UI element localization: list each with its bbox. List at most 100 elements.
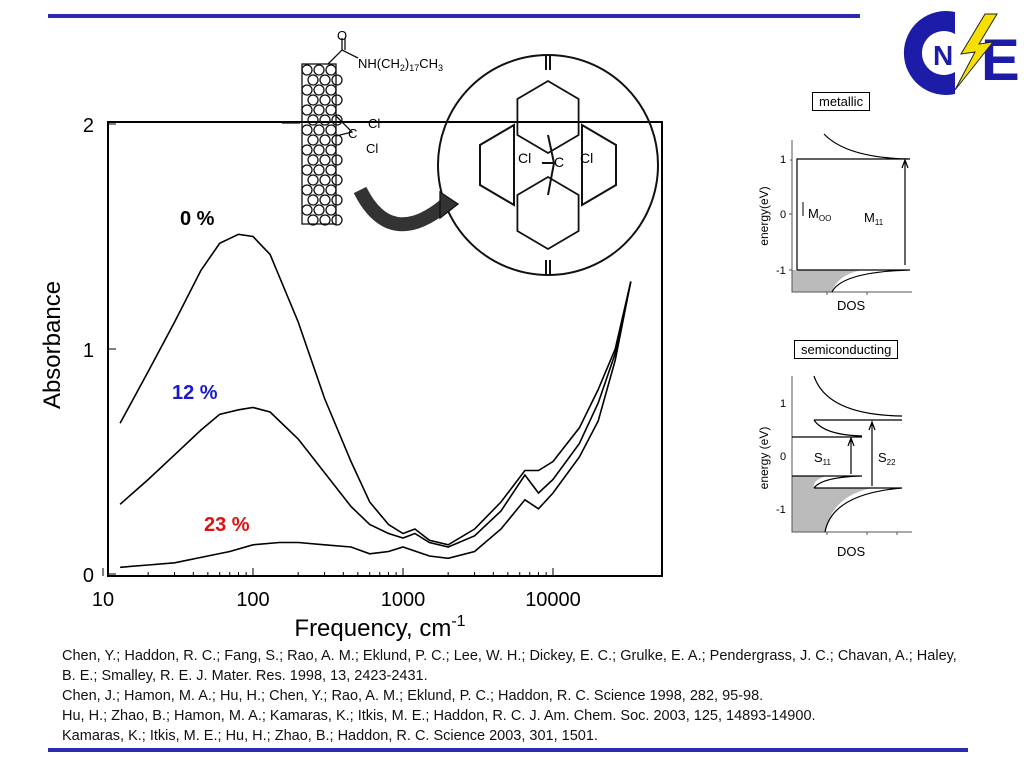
nanotube-hex [331,214,343,226]
series-line-0pct [119,233,632,546]
nanotube-hex [319,154,331,166]
nanotube-hex [301,164,313,176]
x-tick-label: 100 [236,589,269,611]
chlorine-label: Cl [518,150,531,166]
y-tick-label: 0 [83,565,94,587]
x-tick-label: 10 [92,589,114,611]
reference-item: Kamaras, K.; Itkis, M. E.; Hu, H.; Zhao,… [62,728,598,744]
nanotube-hex [313,204,325,216]
nanotube-hex [331,134,343,146]
nanotube-hex [325,104,337,116]
chlorine-label: Cl [368,116,380,131]
svg-text:DOS: DOS [837,544,866,559]
svg-text:-1: -1 [776,504,786,516]
nanotube-hex [313,144,325,156]
series-line-12pct [119,281,632,548]
nanotube-hex [307,134,319,146]
nanotube-hex [325,124,337,136]
nanotube-hex [331,194,343,206]
bottom-rule [48,748,968,752]
s22-label: S22 [878,450,896,467]
svg-text:-1: -1 [776,265,786,277]
s11-label: S11 [814,450,832,467]
nanotube-hex [319,194,331,206]
carbon-label: C [554,154,564,170]
nanotube-hex [331,94,343,106]
m11-label: M11 [864,210,884,227]
svg-text:1: 1 [780,398,786,410]
nanotube-hex [307,114,319,126]
svg-text:1: 1 [780,154,786,166]
nanotube-hex [313,184,325,196]
nanotube-hex [319,134,331,146]
nanotube-hex [319,214,331,226]
nanotube-hex [301,84,313,96]
nanotube-hex [301,64,313,76]
reference-item: Hu, H.; Zhao, B.; Hamon, M. A.; Kamaras,… [62,708,816,724]
nanotube-hex [313,164,325,176]
nanotube-hex [307,154,319,166]
nanotube-hex [307,194,319,206]
nanotube-hex [319,74,331,86]
svg-text:0: 0 [780,209,786,221]
reference-item: Chen, Y.; Haddon, R. C.; Fang, S.; Rao, … [62,648,957,684]
metallic-dos-diagram: 1 0 -1 MOO M11 energy(eV) DOS [757,133,912,310]
chlorine-label: Cl [366,141,378,156]
semiconducting-dos-diagram: 1 0 -1 S11 S22 energy (eV) DOS [757,375,912,559]
nanotube-hex [319,94,331,106]
nanotube-hex [325,64,337,76]
nanotube-hex [325,84,337,96]
nanotube-hex [307,214,319,226]
functionalized-nanotube-diagram: O NH(CH2)17CH3 C Cl Cl Cl C Cl [282,28,659,276]
top-rule [48,14,860,18]
nanotube-hex [301,184,313,196]
x-axis-label: Frequency, cm-1 [294,613,465,642]
nanotube-hex [301,104,313,116]
nanotube-hex [307,94,319,106]
semiconducting-title: semiconducting [794,340,899,359]
nanotube-hex [319,174,331,186]
svg-text:DOS: DOS [837,298,866,310]
svg-text:E: E [981,28,1020,93]
x-tick-label: 10000 [525,589,581,611]
nanotube-hex [325,164,337,176]
oxygen-label: O [337,28,347,43]
chlorine-label: Cl [580,150,593,166]
svg-text:energy(eV): energy(eV) [757,186,771,245]
label-0-percent: 0 % [180,208,215,230]
carbon-label: C [348,126,357,141]
nanotube-hex [307,174,319,186]
nanotube-hex [313,124,325,136]
x-tick-label: 1000 [381,589,426,611]
nanotube-hex [313,104,325,116]
y-tick-label: 2 [83,115,94,137]
y-tick-label: 1 [83,340,94,362]
cne-logo: N E [903,11,1020,96]
svg-text:energy (eV): energy (eV) [757,427,771,490]
nanotube-hex [331,174,343,186]
y-axis-label: Absorbance [39,281,66,409]
svg-text:0: 0 [780,451,786,463]
nanotube-hex [301,144,313,156]
nanotube-hex [325,144,337,156]
references: Chen, Y.; Haddon, R. C.; Fang, S.; Rao, … [62,646,982,746]
nanotube-hex [331,74,343,86]
svg-text:N: N [933,40,953,71]
metallic-title: metallic [812,92,871,111]
nanotube-hex [319,114,331,126]
nanotube-hex [301,204,313,216]
nanotube-hex [331,154,343,166]
nanotube-hex [331,114,343,126]
nanotube-hex [325,204,337,216]
label-12-percent: 12 % [172,382,218,404]
series-line-23pct [120,281,632,569]
nanotube-hex [325,184,337,196]
nanotube-hex [313,84,325,96]
label-23-percent: 23 % [204,514,250,536]
reference-item: Chen, J.; Hamon, M. A.; Hu, H.; Chen, Y.… [62,688,764,704]
nanotube-hex [307,74,319,86]
nanotube-hex [301,124,313,136]
substituent-label: NH(CH2)17CH3 [358,56,443,73]
m00-label: MOO [808,206,831,223]
